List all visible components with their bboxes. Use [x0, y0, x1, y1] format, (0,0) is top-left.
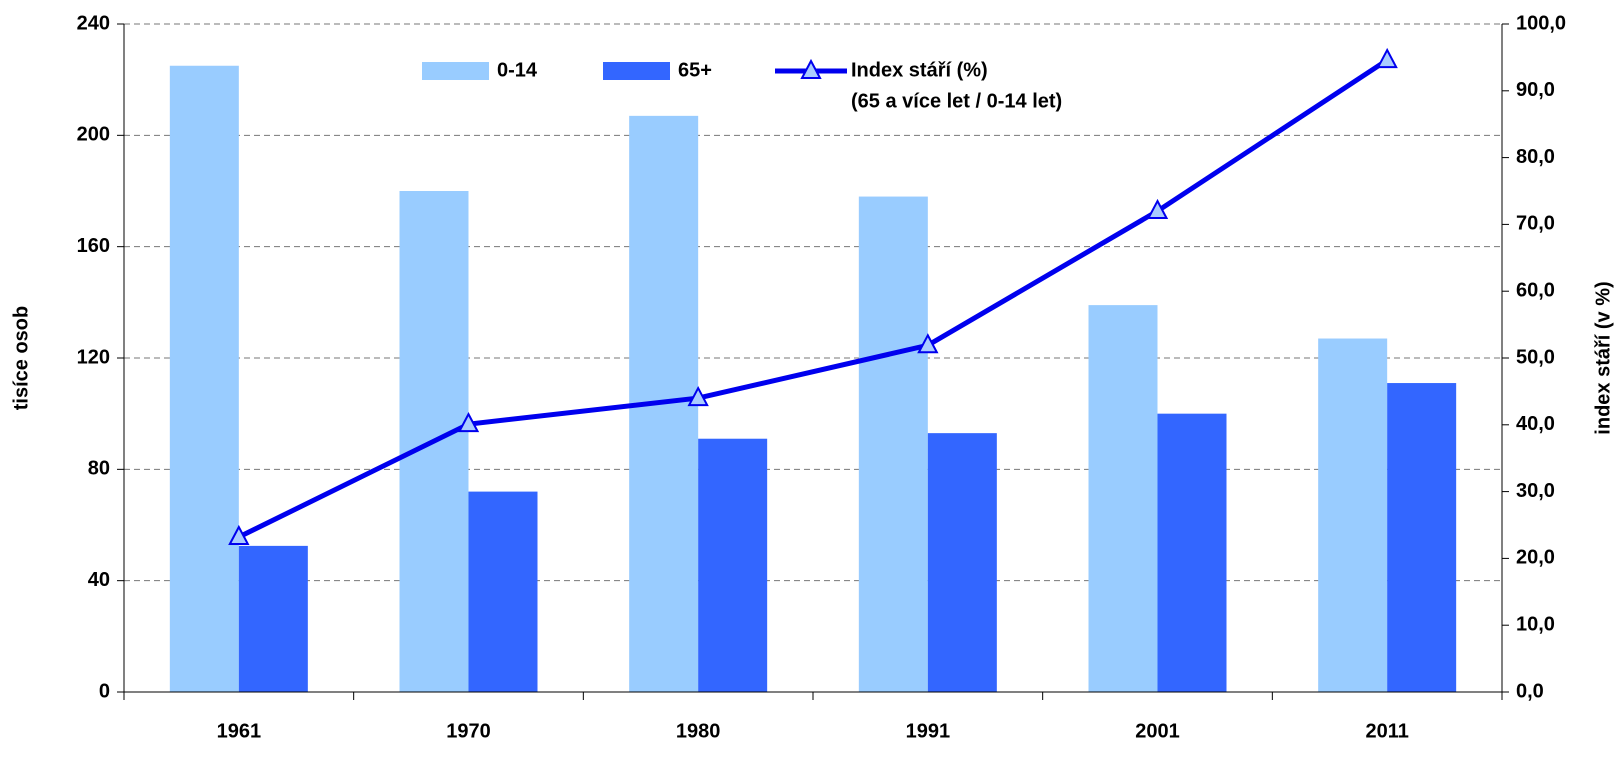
bar [858, 196, 928, 693]
y-tick-label: 80 [88, 458, 110, 480]
bar [169, 65, 239, 692]
bar [927, 433, 997, 692]
bar [1387, 383, 1457, 692]
marker [917, 333, 939, 354]
y2-tick-label: 50,0 [1516, 346, 1555, 368]
bar [1157, 413, 1227, 692]
bar [468, 491, 538, 692]
marker [1376, 47, 1398, 69]
legend-label: 65+ [678, 59, 712, 81]
bar [698, 438, 768, 692]
y2-tick-label: 30,0 [1516, 480, 1555, 502]
marker [457, 411, 480, 433]
marker [1146, 198, 1169, 220]
y2-tick-label: 60,0 [1516, 279, 1555, 301]
legend-note: (65 a více let / 0-14 let) [851, 90, 1062, 112]
line [237, 57, 1389, 540]
y2-tick-label: 80,0 [1516, 146, 1555, 168]
x-tick-label: 2001 [1135, 720, 1180, 742]
x-tick-label: 1980 [676, 720, 721, 742]
legend-marker [800, 58, 822, 79]
legend-swatch [422, 62, 489, 80]
y-tick-label: 200 [77, 124, 110, 146]
y2-axis-label: index stáří (v %) [1592, 281, 1614, 434]
y2-tick-label: 20,0 [1516, 547, 1555, 569]
marker [687, 385, 709, 407]
y-axis-label: tisíce osob [10, 306, 32, 410]
y2-tick-label: 0,0 [1516, 680, 1544, 702]
x-tick-label: 2011 [1365, 720, 1408, 742]
x-tick-label: 1991 [906, 720, 951, 742]
y-tick-label: 120 [77, 346, 110, 368]
y2-tick-label: 100,0 [1516, 12, 1566, 34]
bar [238, 545, 308, 692]
legend-label: 0-14 [497, 59, 538, 81]
y-tick-label: 240 [77, 12, 110, 34]
marker [228, 524, 250, 546]
x-tick-label: 1961 [217, 720, 262, 742]
bar [1088, 305, 1158, 692]
y2-tick-label: 40,0 [1516, 413, 1555, 435]
y2-tick-label: 10,0 [1516, 613, 1555, 635]
y2-tick-label: 70,0 [1516, 213, 1555, 235]
y2-tick-label: 90,0 [1516, 79, 1555, 101]
x-tick-label: 1970 [446, 720, 491, 742]
legend-label: Index stáří (%) [851, 59, 988, 81]
y-tick-label: 0 [99, 680, 110, 702]
legend-swatch [603, 62, 670, 80]
y-tick-label: 40 [88, 569, 110, 591]
y-tick-label: 160 [77, 235, 110, 257]
bar [1318, 338, 1388, 692]
